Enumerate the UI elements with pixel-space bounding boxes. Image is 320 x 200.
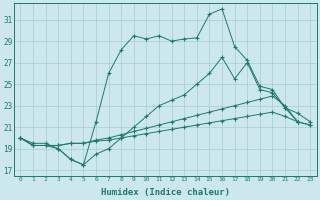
X-axis label: Humidex (Indice chaleur): Humidex (Indice chaleur) bbox=[101, 188, 230, 197]
